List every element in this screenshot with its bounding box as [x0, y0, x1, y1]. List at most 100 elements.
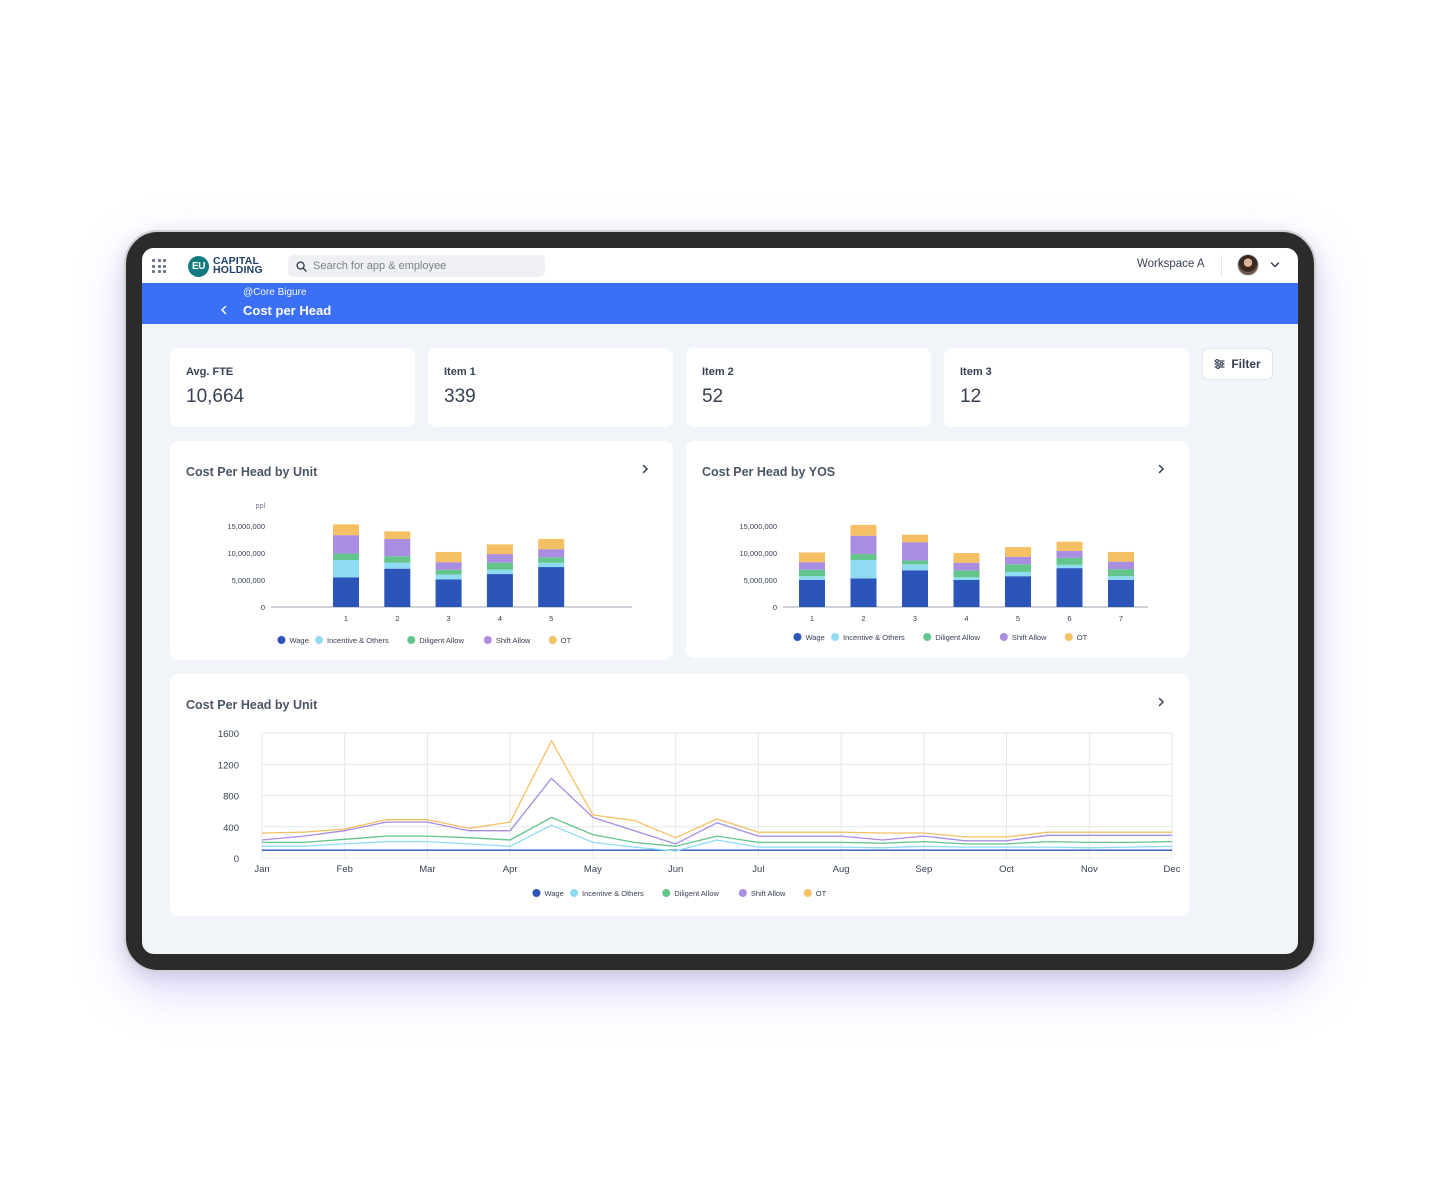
- legend-label-incentive-others[interactable]: Incentive & Others: [327, 636, 389, 645]
- x-tick-label: Jul: [752, 864, 764, 875]
- bar-wage-4[interactable]: [953, 580, 980, 607]
- bar-shift-allow-7[interactable]: [1108, 561, 1134, 570]
- tablet-frame: EU CAPITAL HOLDING Workspace A @Core Big…: [124, 230, 1316, 972]
- bar-incentive-others-3[interactable]: [902, 564, 928, 571]
- search-input[interactable]: [313, 260, 533, 272]
- line-series-diligent-allow[interactable]: [262, 816, 1173, 847]
- bar-diligent-allow-5[interactable]: [1005, 564, 1031, 572]
- bar-wage-7[interactable]: [1108, 580, 1134, 607]
- bar-shift-allow-2[interactable]: [384, 538, 411, 557]
- bar-shift-allow-5[interactable]: [538, 549, 565, 558]
- bar-wage-6[interactable]: [1056, 568, 1083, 607]
- chevron-right-icon[interactable]: [641, 464, 649, 474]
- bar-ot-6[interactable]: [1056, 541, 1083, 551]
- bar-ot-7[interactable]: [1108, 551, 1134, 562]
- legend-label-wage[interactable]: Wage: [289, 636, 308, 645]
- bar-incentive-others-7[interactable]: [1108, 576, 1134, 580]
- bar-diligent-allow-3[interactable]: [902, 560, 928, 565]
- bar-incentive-others-2[interactable]: [384, 562, 411, 569]
- bar-shift-allow-4[interactable]: [486, 554, 513, 563]
- bar-incentive-others-6[interactable]: [1056, 564, 1083, 569]
- bar-shift-allow-2[interactable]: [850, 535, 877, 555]
- workspace-selector[interactable]: Workspace A: [1137, 258, 1205, 270]
- chevron-right-icon[interactable]: [1157, 697, 1165, 707]
- app-grid-icon[interactable]: [152, 259, 166, 273]
- bar-ot-4[interactable]: [953, 553, 980, 563]
- bar-incentive-others-1[interactable]: [333, 560, 359, 578]
- bar-incentive-others-4[interactable]: [486, 569, 513, 575]
- legend-label-diligent-allow[interactable]: Diligent Allow: [419, 636, 464, 645]
- bar-ot-3[interactable]: [435, 551, 462, 563]
- breadcrumb[interactable]: @Core Bigure: [243, 287, 307, 298]
- bar-wage-4[interactable]: [486, 574, 513, 607]
- bar-incentive-others-3[interactable]: [435, 574, 462, 580]
- legend-label-wage[interactable]: Wage: [544, 889, 563, 898]
- bar-diligent-allow-6[interactable]: [1056, 557, 1083, 565]
- bar-wage-3[interactable]: [902, 570, 928, 607]
- line-series-shift-allow[interactable]: [261, 777, 1172, 845]
- legend-label-ot[interactable]: OT: [561, 636, 572, 645]
- legend-label-ot[interactable]: OT: [816, 889, 827, 898]
- bar-wage-5[interactable]: [1005, 576, 1031, 607]
- filter-button[interactable]: Filter: [1202, 348, 1273, 380]
- card-title: Cost Per Head by YOS: [702, 465, 836, 479]
- search-icon: [296, 260, 307, 272]
- bar-wage-2[interactable]: [384, 568, 411, 607]
- bar-incentive-others-2[interactable]: [850, 560, 877, 579]
- search-box[interactable]: [288, 255, 545, 277]
- bar-diligent-allow-1[interactable]: [799, 569, 825, 577]
- bar-wage-3[interactable]: [435, 579, 462, 607]
- bar-wage-5[interactable]: [538, 567, 565, 607]
- bar-diligent-allow-7[interactable]: [1108, 569, 1134, 577]
- legend-label-wage[interactable]: Wage: [805, 633, 824, 642]
- bar-shift-allow-5[interactable]: [1005, 556, 1031, 565]
- legend-label-diligent-allow[interactable]: Diligent Allow: [674, 889, 719, 898]
- bar-shift-allow-1[interactable]: [333, 535, 359, 554]
- legend-label-incentive-others[interactable]: Incentive & Others: [843, 633, 905, 642]
- bar-shift-allow-3[interactable]: [435, 562, 462, 570]
- bar-ot-2[interactable]: [850, 524, 877, 536]
- chevron-down-icon[interactable]: [1270, 261, 1280, 269]
- legend-swatch-wage: [793, 633, 802, 641]
- legend-label-diligent-allow[interactable]: Diligent Allow: [935, 633, 980, 642]
- bar-ot-5[interactable]: [1005, 547, 1031, 557]
- bar-ot-1[interactable]: [799, 552, 825, 563]
- bar-diligent-allow-4[interactable]: [486, 562, 513, 570]
- x-tick-label: 4: [498, 614, 502, 623]
- bar-wage-1[interactable]: [799, 580, 825, 607]
- bar-incentive-others-1[interactable]: [799, 576, 825, 580]
- legend-label-shift-allow[interactable]: Shift Allow: [496, 636, 531, 645]
- line-series-ot[interactable]: [261, 740, 1172, 839]
- legend-swatch-ot: [548, 636, 557, 644]
- bar-diligent-allow-3[interactable]: [435, 569, 462, 575]
- bar-ot-3[interactable]: [902, 534, 928, 543]
- bar-diligent-allow-2[interactable]: [850, 554, 877, 561]
- bar-diligent-allow-2[interactable]: [384, 556, 411, 563]
- avatar[interactable]: [1237, 254, 1259, 276]
- bar-ot-1[interactable]: [333, 524, 359, 536]
- company-logo[interactable]: EU CAPITAL HOLDING: [188, 255, 263, 277]
- legend-label-shift-allow[interactable]: Shift Allow: [1012, 633, 1047, 642]
- legend-label-incentive-others[interactable]: Incentive & Others: [582, 889, 644, 898]
- bar-ot-4[interactable]: [486, 544, 513, 555]
- bar-ot-5[interactable]: [538, 538, 565, 550]
- chevron-right-icon[interactable]: [1157, 464, 1165, 474]
- bar-shift-allow-3[interactable]: [902, 542, 928, 561]
- bar-wage-2[interactable]: [850, 578, 877, 607]
- bar-shift-allow-6[interactable]: [1056, 550, 1083, 558]
- y-tick-label: 0: [261, 603, 265, 612]
- back-arrow-icon[interactable]: [220, 305, 228, 315]
- bar-diligent-allow-5[interactable]: [538, 557, 565, 563]
- bar-incentive-others-5[interactable]: [1005, 571, 1031, 577]
- bar-diligent-allow-4[interactable]: [953, 570, 980, 578]
- bar-shift-allow-4[interactable]: [953, 562, 980, 571]
- legend-label-shift-allow[interactable]: Shift Allow: [751, 889, 786, 898]
- bar-incentive-others-5[interactable]: [538, 562, 565, 568]
- bar-incentive-others-4[interactable]: [953, 577, 980, 580]
- bar-diligent-allow-1[interactable]: [333, 553, 359, 561]
- bar-ot-2[interactable]: [384, 531, 411, 539]
- bar-wage-1[interactable]: [333, 577, 359, 607]
- bar-shift-allow-1[interactable]: [799, 562, 825, 570]
- line-series-incentive-others[interactable]: [262, 824, 1173, 852]
- legend-label-ot[interactable]: OT: [1077, 633, 1088, 642]
